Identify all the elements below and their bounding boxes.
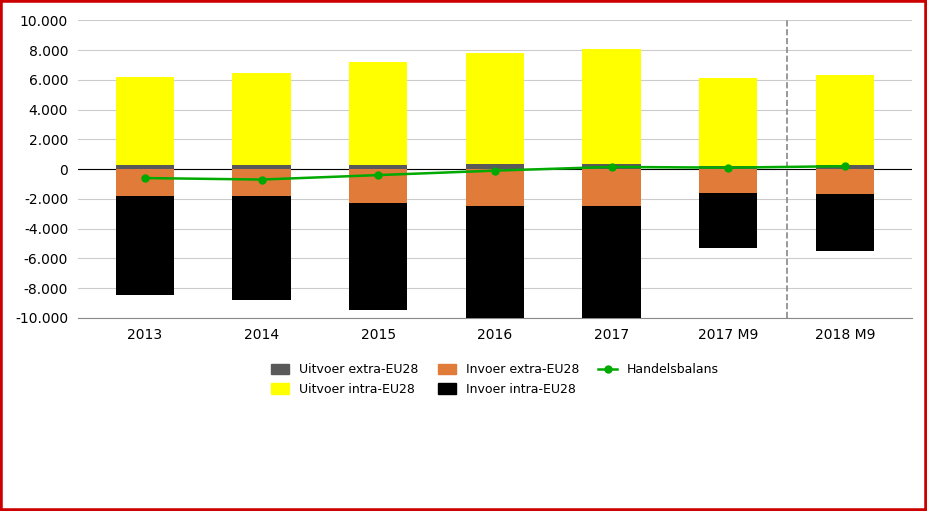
Bar — [465, 53, 524, 164]
Bar — [699, 166, 757, 169]
Bar — [582, 169, 641, 206]
Bar — [582, 206, 641, 322]
Bar — [233, 165, 291, 169]
Bar — [116, 196, 174, 295]
Bar — [699, 79, 757, 166]
Bar — [116, 169, 174, 196]
Bar — [349, 62, 408, 165]
Bar — [816, 194, 874, 251]
Bar — [116, 165, 174, 169]
Bar — [582, 50, 641, 164]
Bar — [816, 169, 874, 194]
Bar — [349, 203, 408, 310]
Bar — [233, 196, 291, 300]
Bar — [699, 193, 757, 248]
Bar — [465, 169, 524, 206]
Bar — [582, 164, 641, 169]
Bar — [349, 165, 408, 169]
Bar — [816, 166, 874, 169]
Bar — [233, 169, 291, 196]
Bar — [465, 164, 524, 169]
Bar — [816, 76, 874, 166]
Bar — [699, 169, 757, 193]
Bar — [349, 169, 408, 203]
Bar — [465, 206, 524, 322]
Bar — [116, 77, 174, 165]
Bar — [233, 73, 291, 165]
Legend: Uitvoer extra-EU28, Uitvoer intra-EU28, Invoer extra-EU28, Invoer intra-EU28, Ha: Uitvoer extra-EU28, Uitvoer intra-EU28, … — [266, 358, 724, 401]
